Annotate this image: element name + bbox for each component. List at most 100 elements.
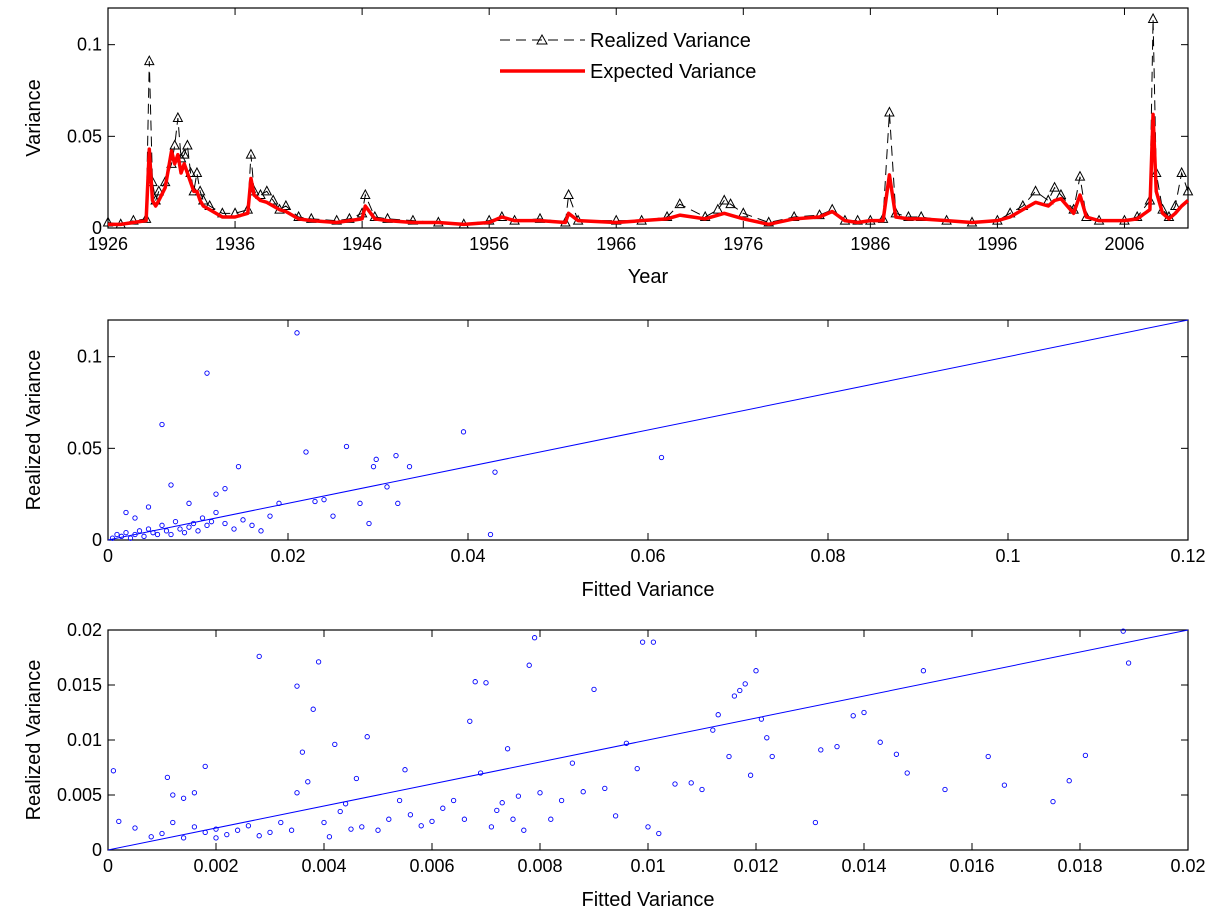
- scatter-point: [132, 515, 138, 521]
- scatter-point: [118, 533, 125, 539]
- scatter-point: [150, 530, 156, 536]
- scatter-point: [180, 795, 187, 801]
- scatter-zoom-y-label: Realized Variance: [23, 660, 45, 821]
- scatter-point: [737, 687, 743, 694]
- scatter-point: [353, 775, 360, 782]
- scatter-point: [710, 727, 716, 733]
- realized-variance-point: [712, 203, 724, 214]
- x-tick-label: 1946: [342, 234, 382, 254]
- scatter-point: [429, 818, 435, 825]
- scatter-point: [305, 779, 311, 785]
- y-tick-label: 0.02: [67, 620, 102, 640]
- scatter-point: [204, 522, 210, 528]
- scatter-point: [213, 509, 219, 516]
- scatter-point: [191, 824, 198, 830]
- realized-variance-point: [153, 185, 165, 196]
- scatter-point: [488, 824, 495, 830]
- scatter-point: [364, 734, 370, 740]
- y-tick-label: 0.015: [57, 675, 102, 695]
- x-tick-label: 0.012: [733, 856, 778, 876]
- scatter-point: [985, 753, 991, 760]
- scatter-point: [483, 680, 489, 686]
- realized-variance-point: [1030, 185, 1041, 196]
- scatter-point: [877, 739, 883, 745]
- scatter-point: [191, 790, 198, 796]
- scatter-point: [450, 797, 457, 804]
- panel-scatter-zoom: 0 0.002 0.004 0.006 0.008 0.01 0.012 0.014 0.016…: [23, 620, 1206, 911]
- scatter-point: [753, 668, 759, 674]
- scatter-point: [531, 635, 538, 641]
- scatter-point: [393, 453, 399, 459]
- realized-variance-point: [191, 166, 203, 177]
- scatter-point: [612, 813, 619, 819]
- x-tick-label: 1996: [977, 234, 1017, 254]
- scatter-point: [650, 639, 657, 645]
- scatter-point: [109, 535, 116, 541]
- scatter-point: [406, 464, 413, 470]
- expected-variance-line: [108, 112, 1190, 227]
- scatter-point: [332, 741, 338, 748]
- scatter-point: [348, 826, 354, 832]
- scatter-point: [256, 833, 262, 839]
- scatter-point: [359, 824, 365, 830]
- y-tick-label: 0: [92, 218, 102, 238]
- scatter-point: [515, 793, 522, 799]
- scatter-point: [418, 823, 424, 829]
- scatter-point: [731, 693, 738, 699]
- realized-variance-point: [737, 207, 749, 218]
- scatter-point: [461, 816, 468, 822]
- realized-variance-point: [1074, 170, 1086, 181]
- scatter-point: [315, 659, 322, 665]
- scatter-point: [658, 454, 665, 461]
- scatter-point: [747, 772, 754, 778]
- realized-variance-point: [280, 199, 292, 210]
- scatter-point: [321, 819, 327, 826]
- scatter-point: [499, 800, 505, 806]
- scatter-point: [558, 797, 565, 804]
- scatter-point: [114, 531, 120, 538]
- scatter-point: [504, 746, 511, 752]
- scatter-point: [321, 497, 327, 503]
- scatter-point: [861, 709, 867, 716]
- x-tick-label: 0.04: [450, 546, 485, 566]
- scatter-point: [764, 735, 770, 741]
- scatter-point: [145, 504, 152, 510]
- time-series-frame: [107, 7, 1189, 229]
- scatter-point: [370, 464, 377, 470]
- scatter-point: [159, 830, 165, 837]
- scatter-point: [170, 819, 176, 826]
- scatter-point: [181, 530, 188, 536]
- legend-expected-label: Expected Variance: [590, 61, 756, 83]
- fit-line: [107, 629, 1189, 851]
- scatter-point: [699, 786, 705, 793]
- scatter-point: [168, 482, 174, 488]
- realized-variance-point: [1147, 12, 1159, 23]
- x-tick-label: 0.014: [841, 856, 886, 876]
- scatter-point: [199, 515, 206, 521]
- scatter-point: [769, 753, 775, 760]
- scatter-point: [116, 818, 122, 825]
- realized-variance-point: [563, 188, 574, 199]
- scatter-point: [569, 760, 576, 766]
- scatter-point: [758, 716, 765, 722]
- fit-line: [107, 319, 1189, 541]
- scatter-point: [145, 526, 152, 532]
- x-tick-label: 0: [103, 856, 113, 876]
- scatter-point: [177, 526, 183, 532]
- time-series-y-label: Variance: [23, 79, 45, 156]
- scatter-point: [472, 679, 478, 685]
- scatter-point: [407, 812, 414, 818]
- scatter-point: [742, 681, 748, 687]
- scatter-point: [258, 528, 264, 534]
- scatter-point: [127, 535, 134, 541]
- scatter-point: [1120, 628, 1126, 634]
- scatter-point: [288, 827, 295, 833]
- scatter-point: [195, 528, 201, 534]
- scatter-point: [186, 500, 192, 506]
- scatter-point: [337, 808, 343, 815]
- x-tick-label: 2006: [1104, 234, 1144, 254]
- scatter-point: [294, 790, 300, 796]
- scatter-point: [256, 653, 262, 660]
- scatter-point: [163, 528, 170, 534]
- legend: Realized Variance Expected Variance: [500, 30, 756, 83]
